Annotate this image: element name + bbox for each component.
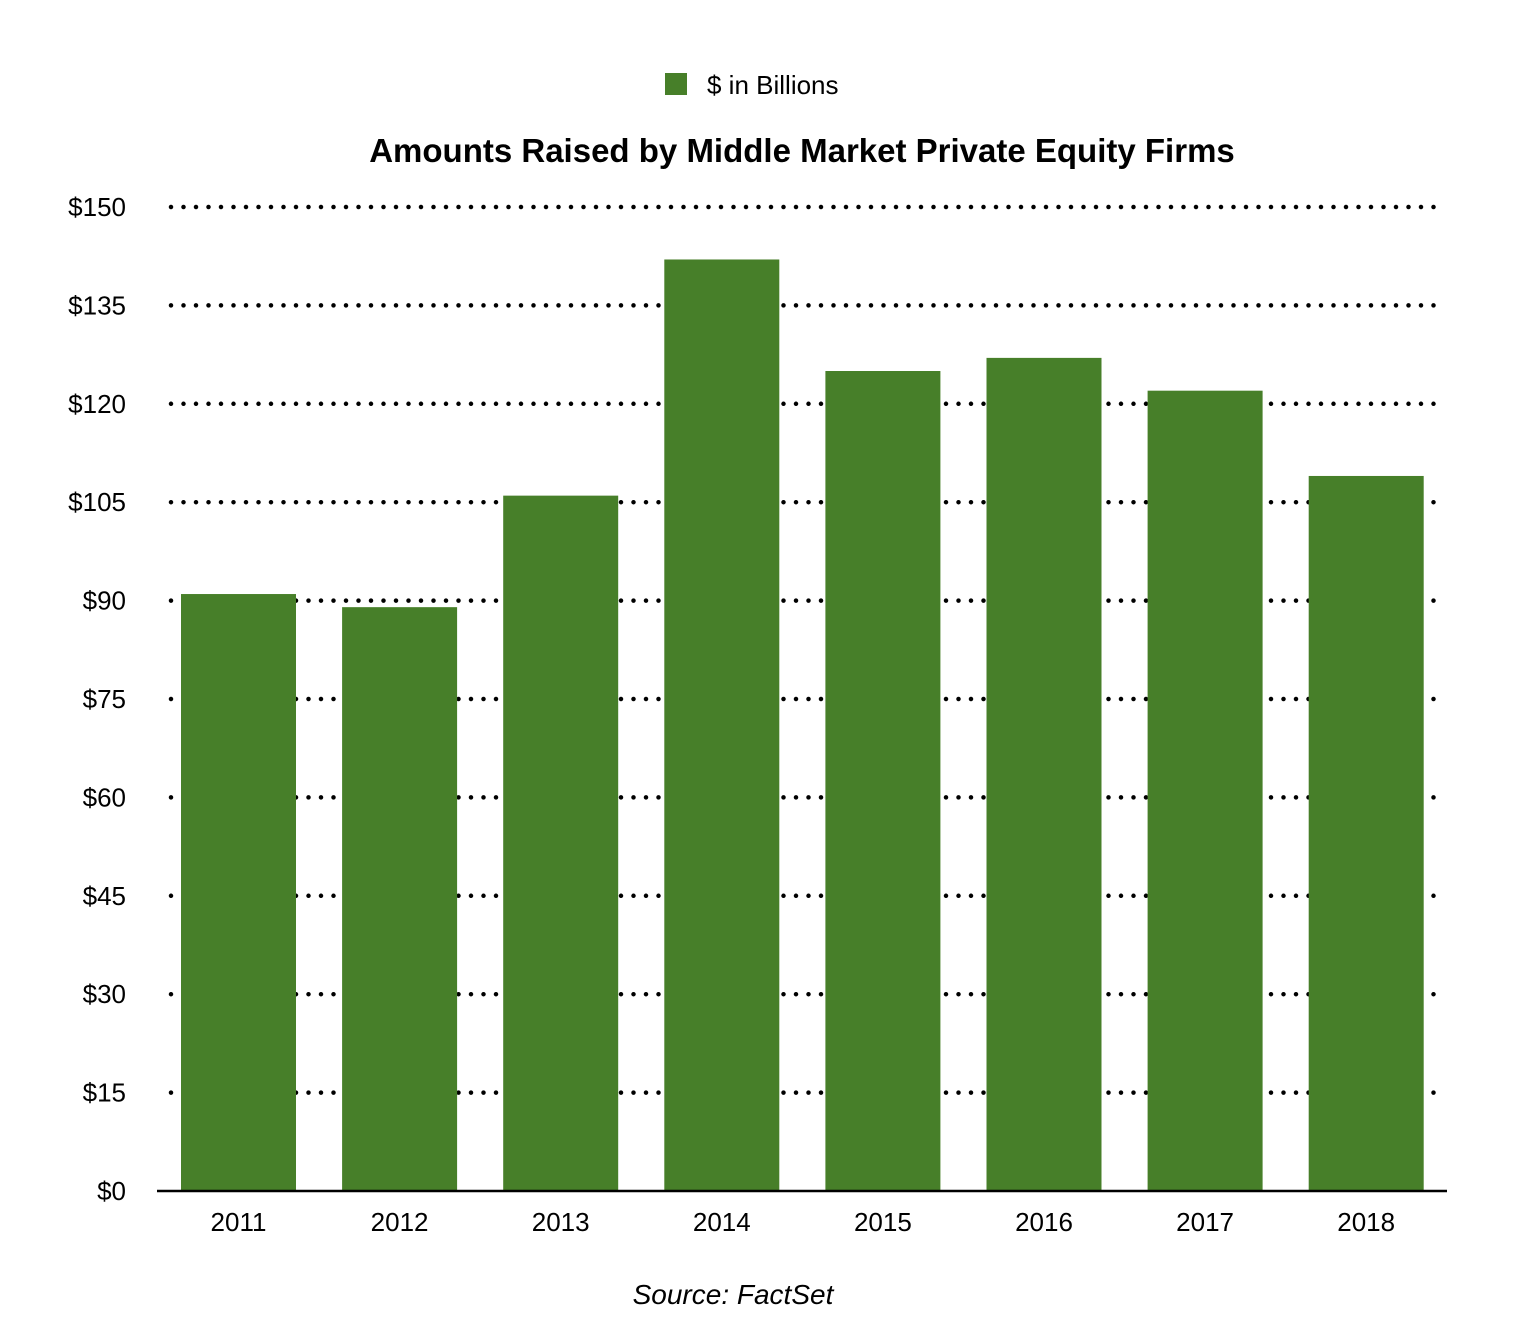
bar [825, 371, 941, 1191]
x-tick-label: 2018 [1337, 1207, 1395, 1237]
x-tick-label: 2013 [532, 1207, 590, 1237]
chart-title: Amounts Raised by Middle Market Private … [369, 132, 1235, 169]
x-tick-label: 2017 [1176, 1207, 1234, 1237]
x-tick-label: 2011 [211, 1207, 267, 1237]
y-tick-label: $30 [83, 979, 126, 1009]
x-tick-label: 2012 [371, 1207, 429, 1237]
y-tick-label: $135 [68, 290, 126, 320]
y-tick-label: $150 [68, 192, 126, 222]
x-axis-tick-labels: 2011 2012 2013 2014 2015 2016 2017 2018 [211, 1207, 1396, 1237]
y-axis-tick-labels: $0 $15 $30 $45 $60 $75 $90 $105 $120 $135 $150 [68, 192, 126, 1206]
bar [503, 495, 619, 1191]
bar [664, 259, 780, 1192]
y-tick-label: $15 [83, 1078, 126, 1108]
bar [342, 607, 458, 1191]
y-tick-label: $45 [83, 881, 126, 911]
x-tick-label: 2014 [693, 1207, 751, 1237]
y-tick-label: $90 [83, 586, 126, 616]
legend-swatch [665, 73, 687, 95]
bar [1147, 390, 1263, 1191]
source-note: Source: FactSet [633, 1279, 835, 1310]
bar [1308, 475, 1424, 1192]
legend-label: $ in Billions [707, 70, 839, 100]
y-tick-label: $120 [68, 389, 126, 419]
bar [181, 594, 296, 1191]
x-tick-label: 2015 [854, 1207, 912, 1237]
y-tick-label: $75 [83, 684, 126, 714]
x-tick-label: 2016 [1015, 1207, 1073, 1237]
y-tick-label: $105 [68, 487, 126, 517]
bars [181, 259, 1424, 1192]
bar [986, 357, 1102, 1191]
legend: $ in Billions [665, 70, 839, 100]
y-tick-label: $0 [97, 1176, 126, 1206]
y-tick-label: $60 [83, 782, 126, 812]
